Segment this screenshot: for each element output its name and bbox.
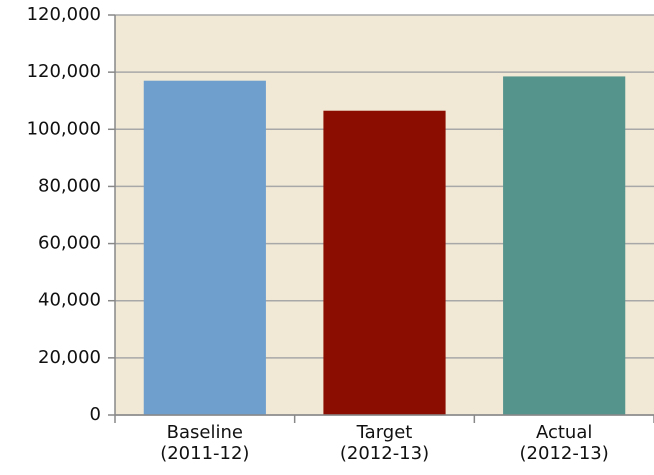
bar	[143, 80, 266, 415]
bar	[503, 76, 626, 415]
x-tick-label: Target (2012-13)	[339, 422, 430, 464]
y-tick-label: 80,000	[38, 175, 101, 196]
y-tick-label: 60,000	[38, 233, 101, 254]
x-tick-label: Baseline (2011-12)	[160, 422, 250, 464]
bar	[323, 110, 446, 415]
y-tick-label: 100,000	[27, 118, 101, 139]
x-tick-label: Actual (2012-13)	[519, 422, 609, 464]
y-tick-label: 120,000	[27, 4, 101, 25]
y-tick-label: 0	[90, 404, 101, 425]
y-tick-label: 40,000	[38, 290, 101, 311]
y-tick-label: 120,000	[27, 61, 101, 82]
y-tick-label: 20,000	[38, 347, 101, 368]
